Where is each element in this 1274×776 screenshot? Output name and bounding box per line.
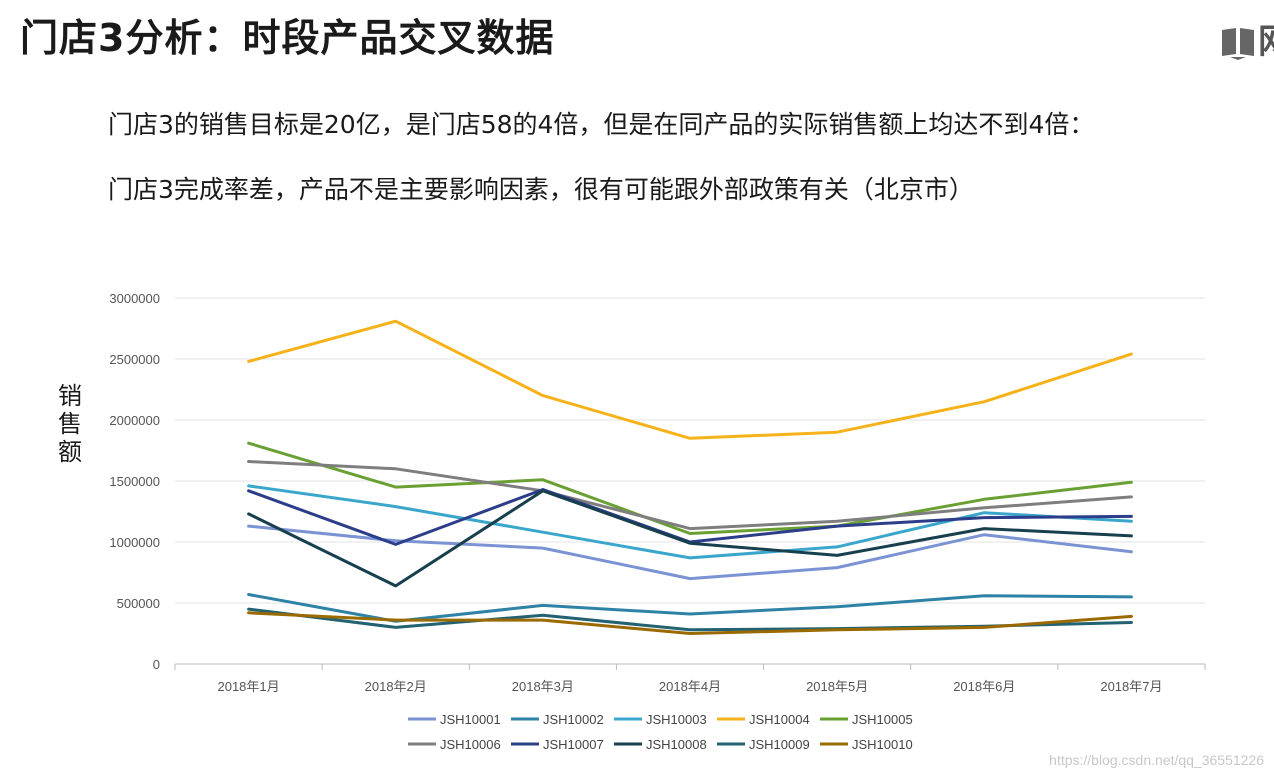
book-icon xyxy=(1222,28,1254,60)
series-line-jsh10006 xyxy=(247,460,1133,531)
series-line-jsh10008 xyxy=(247,489,1133,588)
x-tick-label: 2018年7月 xyxy=(1100,679,1162,694)
series-line-jsh10001 xyxy=(247,524,1133,581)
x-tick-label: 2018年4月 xyxy=(659,679,721,694)
series-line-jsh10003 xyxy=(247,484,1133,560)
y-tick-label: 0 xyxy=(153,657,160,672)
y-tick-label: 1500000 xyxy=(109,474,160,489)
legend-label: JSH10008 xyxy=(646,737,707,752)
page-title: 门店3分析：时段产品交叉数据 xyxy=(20,16,555,60)
legend-label: JSH10010 xyxy=(852,737,913,752)
legend-label: JSH10007 xyxy=(543,737,604,752)
watermark: https://blog.csdn.net/qq_36551226 xyxy=(1049,752,1264,768)
x-tick-label: 2018年3月 xyxy=(512,679,574,694)
x-tick-label: 2018年5月 xyxy=(806,679,868,694)
series-line-jsh10004 xyxy=(247,319,1133,440)
y-tick-label: 2500000 xyxy=(109,352,160,367)
paragraph-completion-rate: 门店3完成率差，产品不是主要影响因素，很有可能跟外部政策有关（北京市） xyxy=(108,175,974,204)
legend-label: JSH10009 xyxy=(749,737,810,752)
series-line-jsh10002 xyxy=(247,593,1133,623)
y-tick-label: 500000 xyxy=(117,596,160,611)
line-chart: 0 500000 1000000 1500000 2000000 2500000 30000… xyxy=(109,291,1206,752)
y-axis-label: 销售额 xyxy=(58,382,82,466)
legend-label: JSH10005 xyxy=(852,712,913,727)
paragraph-target-comparison: 门店3的销售目标是20亿，是门店58的4倍，但是在同产品的实际销售额上均达不到4… xyxy=(108,110,1095,139)
y-tick-label: 3000000 xyxy=(109,291,160,306)
x-tick-label: 2018年2月 xyxy=(365,679,427,694)
x-tick-label: 2018年6月 xyxy=(953,679,1015,694)
legend-label: JSH10001 xyxy=(440,712,501,727)
legend-label: JSH10003 xyxy=(646,712,707,727)
corner-badge: 网 xyxy=(1210,20,1274,64)
legend-label: JSH10004 xyxy=(749,712,810,727)
series-line-jsh10010 xyxy=(247,611,1133,635)
corner-glyph: 网 xyxy=(1258,20,1274,64)
y-tick-label: 2000000 xyxy=(109,413,160,428)
y-tick-label: 1000000 xyxy=(109,535,160,550)
legend-label: JSH10002 xyxy=(543,712,604,727)
x-tick-label: 2018年1月 xyxy=(217,679,279,694)
series-line-jsh10005 xyxy=(247,441,1133,535)
legend-label: JSH10006 xyxy=(440,737,501,752)
